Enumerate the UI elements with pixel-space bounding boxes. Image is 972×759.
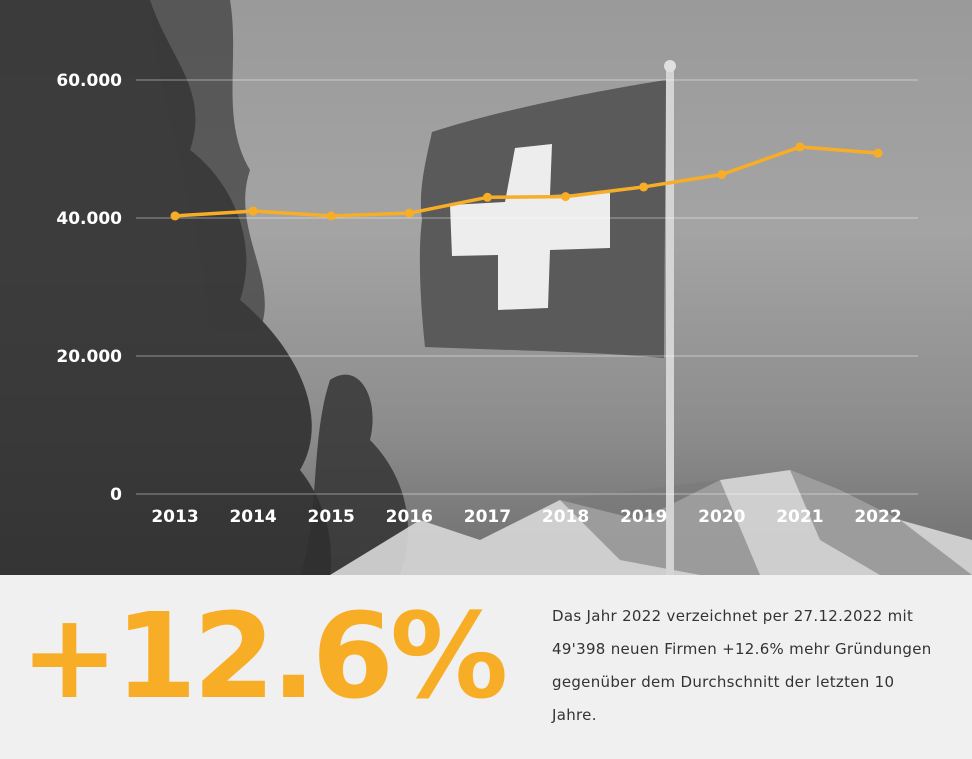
- x-tick-label: 2017: [464, 507, 511, 527]
- x-tick-label: 2018: [542, 507, 589, 527]
- series-line: [174, 145, 879, 218]
- x-tick-label: 2020: [698, 507, 745, 527]
- mountain-shadow: [560, 480, 760, 575]
- data-point: [326, 211, 336, 221]
- grid-lines: [136, 79, 918, 495]
- x-tick-label: 2021: [776, 507, 823, 527]
- tree-silhouette: [150, 0, 265, 330]
- data-point: [482, 192, 492, 202]
- x-tick-label: 2022: [854, 507, 901, 527]
- x-tick-label: 2014: [229, 507, 276, 527]
- data-point: [795, 142, 805, 152]
- chart-hero: 0 20.000 40.000 60.000 2013 2014 2015 2016 2017…: [0, 0, 972, 575]
- data-point: [404, 208, 414, 218]
- x-tick-label: 2019: [620, 507, 667, 527]
- growth-percentage: +12.6%: [20, 587, 508, 725]
- x-axis: 2013 2014 2015 2016 2017 2018 2019 2020 2021 2022: [151, 507, 901, 527]
- y-axis: 0 20.000 40.000 60.000: [56, 71, 122, 505]
- y-tick-label: 20.000: [56, 347, 122, 367]
- y-tick-label: 60.000: [56, 71, 122, 91]
- series: [170, 142, 883, 221]
- x-tick-label: 2015: [308, 507, 355, 527]
- y-tick-label: 0: [110, 485, 122, 505]
- swiss-flag-cross: [450, 144, 610, 310]
- data-point: [873, 148, 883, 158]
- data-point: [561, 192, 571, 202]
- mountain-shadow: [790, 470, 972, 575]
- line-chart: 0 20.000 40.000 60.000 2013 2014 2015 2016 2017…: [0, 0, 972, 575]
- tree-silhouette: [0, 0, 332, 575]
- summary-panel: +12.6% Das Jahr 2022 verzeichnet per 27.…: [0, 575, 972, 759]
- data-point: [248, 206, 258, 216]
- data-point: [639, 182, 649, 192]
- flagpole: [666, 68, 674, 575]
- x-tick-label: 2016: [386, 507, 433, 527]
- flagpole-knob: [664, 60, 676, 72]
- background-photo: [0, 0, 972, 575]
- x-tick-label: 2013: [151, 507, 198, 527]
- data-point: [717, 170, 727, 180]
- summary-description: Das Jahr 2022 verzeichnet per 27.12.2022…: [552, 607, 932, 724]
- data-point: [170, 211, 180, 221]
- y-tick-label: 40.000: [56, 209, 122, 229]
- tree-silhouette: [300, 374, 409, 575]
